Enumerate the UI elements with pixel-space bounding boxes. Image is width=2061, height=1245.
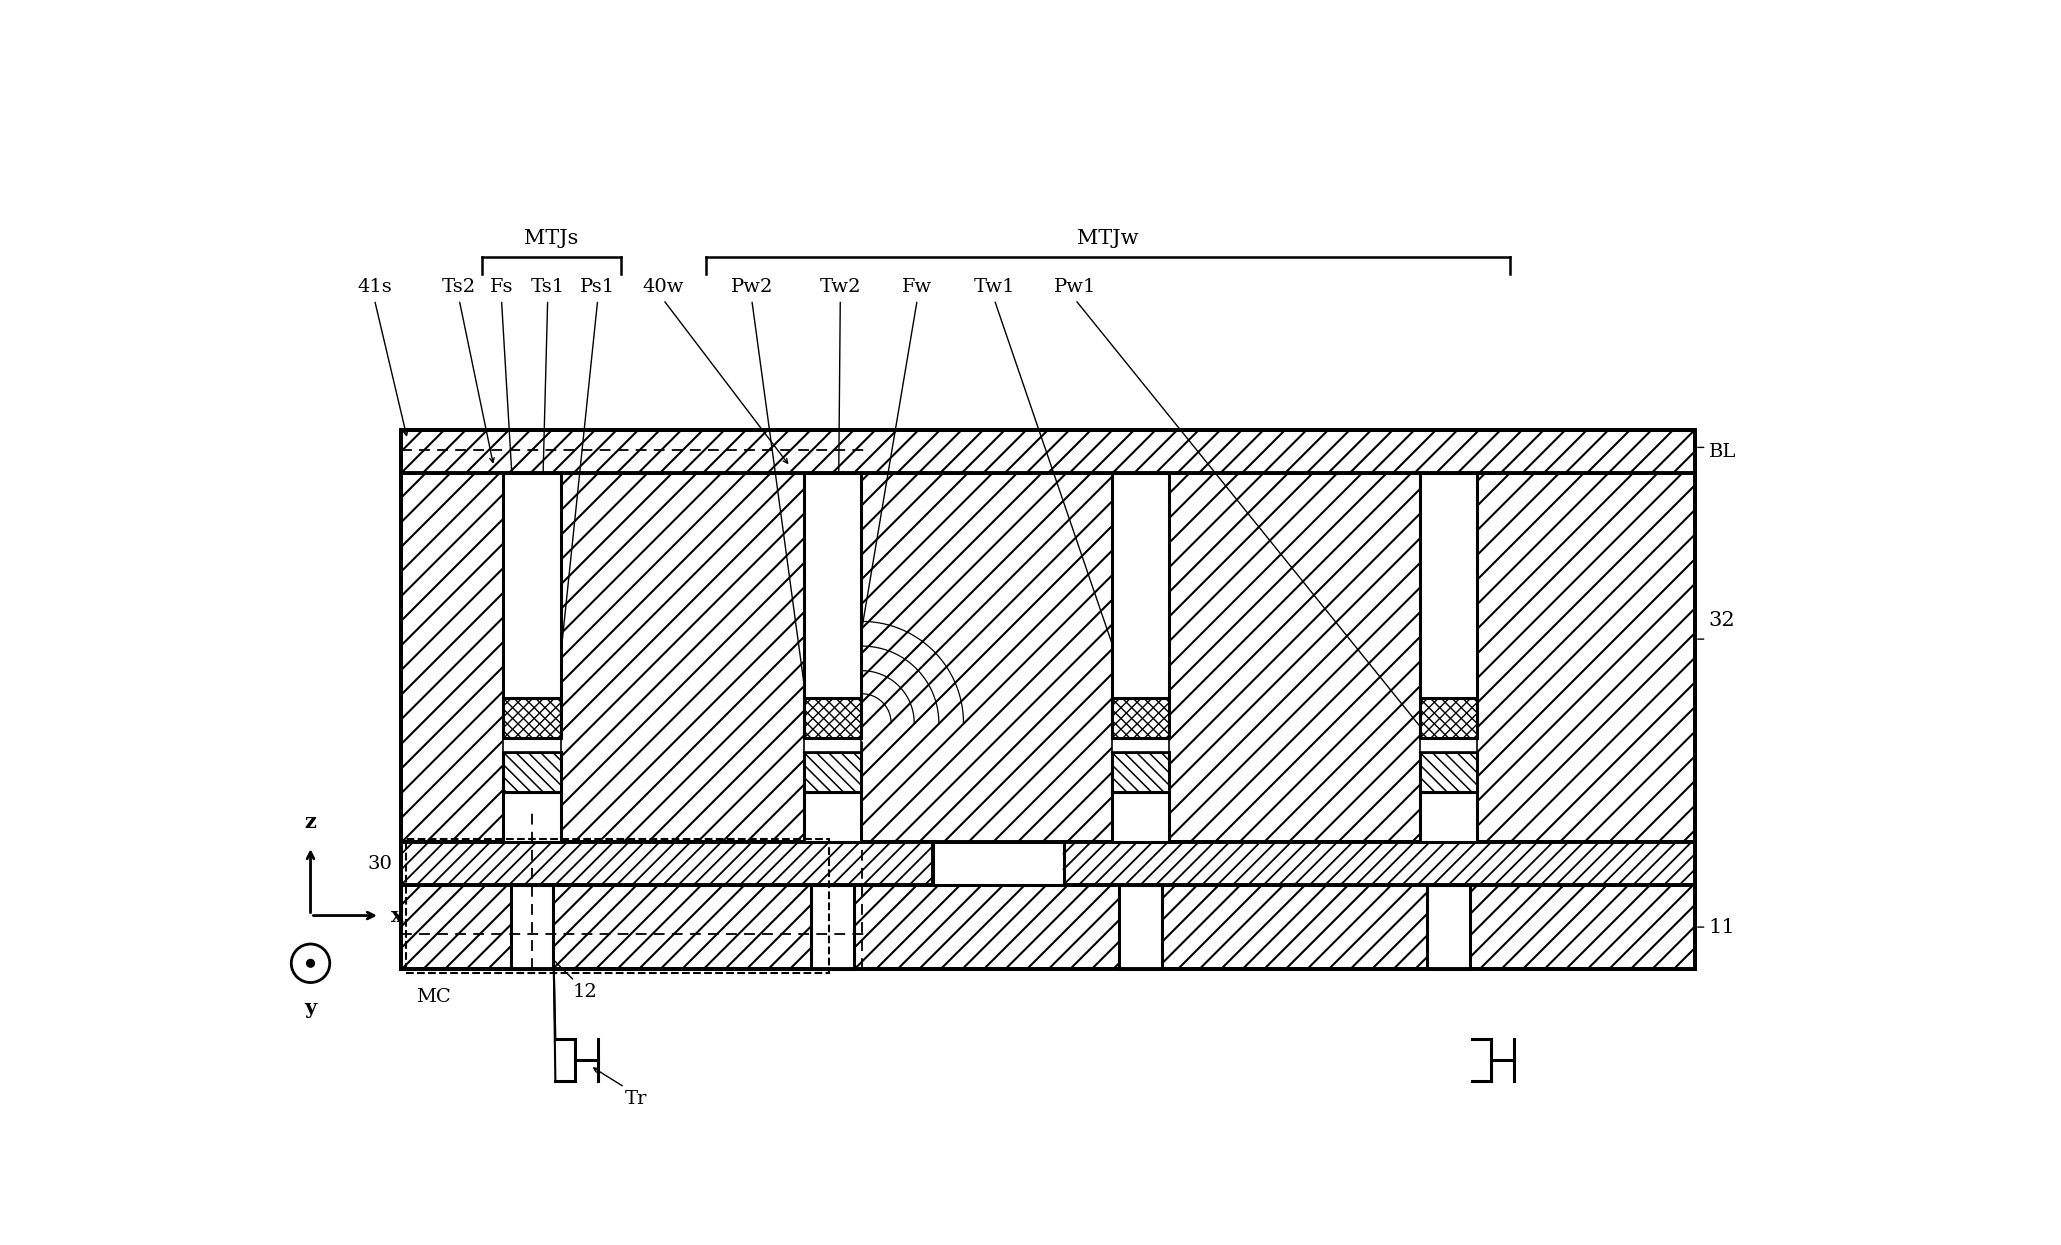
Bar (1111, 792, 1169, 843)
Text: Tw1: Tw1 (973, 278, 1014, 296)
Text: z: z (305, 813, 317, 833)
Bar (402, 473, 1694, 843)
Bar (804, 792, 861, 843)
Bar (511, 885, 554, 970)
Text: Pw1: Pw1 (1053, 278, 1096, 296)
Bar (402, 843, 934, 885)
Text: BL: BL (1709, 443, 1735, 461)
Text: 32: 32 (1709, 611, 1735, 630)
Text: Tw2: Tw2 (820, 278, 861, 296)
Bar (1119, 885, 1162, 970)
Bar (804, 698, 861, 738)
Bar (804, 473, 861, 698)
Bar (1420, 698, 1478, 738)
Bar (804, 752, 861, 792)
Text: Ts2: Ts2 (441, 278, 476, 296)
Bar (406, 839, 829, 972)
Bar (503, 752, 561, 792)
Text: Fw: Fw (903, 278, 932, 296)
Bar (402, 843, 1694, 885)
Text: x: x (392, 905, 404, 925)
Bar (402, 431, 1694, 970)
Text: 12: 12 (573, 984, 598, 1001)
Bar (503, 738, 561, 752)
Text: Tr: Tr (624, 1091, 647, 1108)
Text: Fs: Fs (491, 278, 513, 296)
Bar (1420, 792, 1478, 843)
Bar (1111, 473, 1169, 698)
Bar (804, 738, 861, 752)
Bar (934, 843, 1063, 885)
Bar (1111, 752, 1169, 792)
Bar (1420, 738, 1478, 752)
Text: MC: MC (416, 989, 449, 1006)
Bar (812, 885, 853, 970)
Text: MTJw: MTJw (1078, 229, 1138, 248)
Text: Pw2: Pw2 (730, 278, 773, 296)
Bar (1428, 885, 1469, 970)
Bar (1420, 752, 1478, 792)
Text: 40w: 40w (643, 278, 684, 296)
Text: Ts1: Ts1 (530, 278, 565, 296)
Bar (1111, 738, 1169, 752)
Bar (402, 885, 1694, 970)
Bar (1063, 843, 1694, 885)
Bar (1420, 473, 1478, 698)
Text: 30: 30 (367, 854, 392, 873)
Bar (503, 792, 561, 843)
Bar (503, 473, 561, 698)
Text: MTJs: MTJs (523, 229, 579, 248)
Bar (1111, 698, 1169, 738)
Bar (503, 698, 561, 738)
Text: 41s: 41s (357, 278, 392, 296)
Text: 11: 11 (1709, 918, 1735, 936)
Bar (402, 431, 1694, 473)
Text: Ps1: Ps1 (579, 278, 616, 296)
Text: y: y (305, 998, 317, 1018)
Circle shape (307, 960, 315, 967)
